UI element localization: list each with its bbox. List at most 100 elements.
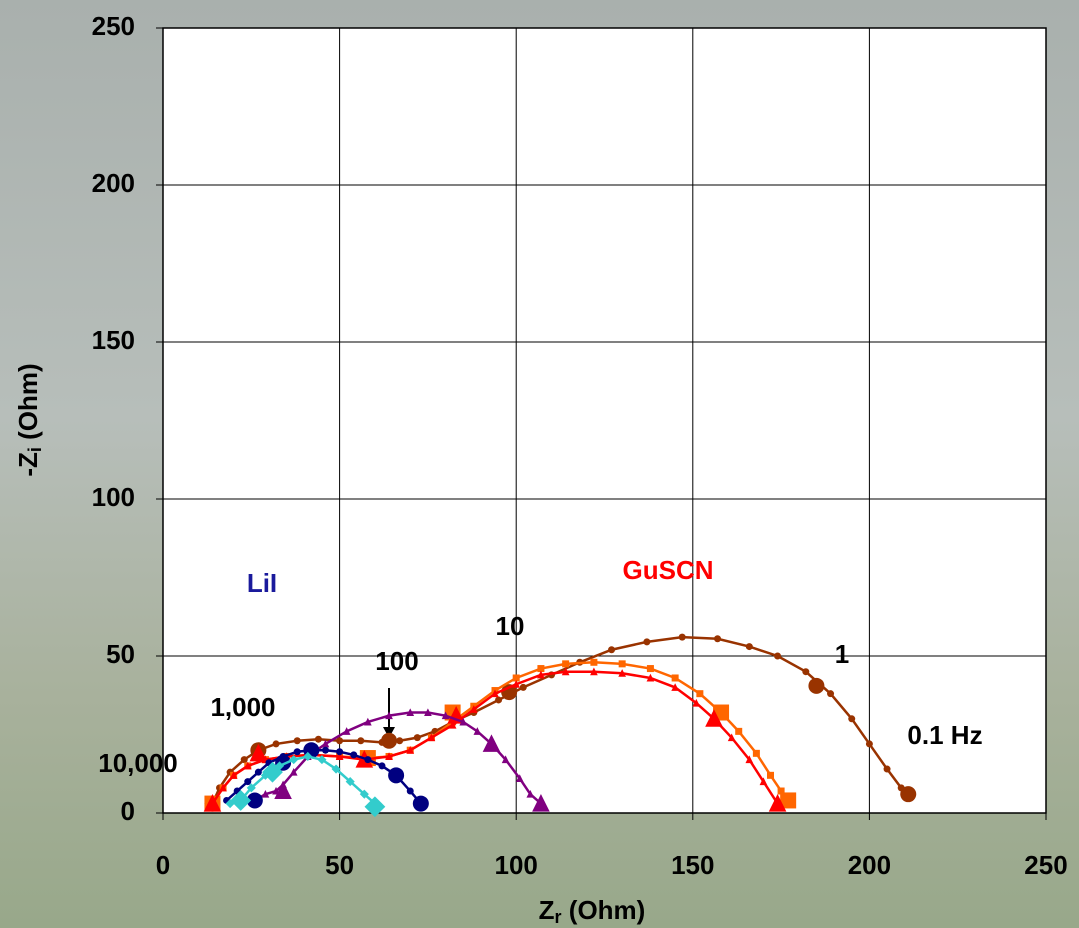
- point: [246, 792, 263, 809]
- point: [526, 789, 535, 798]
- point: [289, 755, 299, 765]
- annotation: 100: [375, 646, 418, 676]
- point: [537, 665, 545, 673]
- point: [274, 781, 292, 800]
- point: [385, 711, 393, 720]
- point: [230, 790, 252, 811]
- point: [314, 735, 322, 743]
- point: [378, 762, 386, 770]
- y-tick-label: 150: [92, 325, 135, 355]
- point: [448, 720, 457, 729]
- annotation: 1: [835, 639, 849, 669]
- point: [406, 746, 415, 754]
- point: [491, 689, 499, 698]
- point: [396, 737, 404, 745]
- point: [608, 646, 616, 654]
- point: [336, 737, 344, 745]
- point: [515, 774, 524, 782]
- annotation: 10,000: [98, 748, 178, 778]
- point: [482, 734, 501, 752]
- point: [321, 739, 330, 748]
- point: [714, 635, 722, 643]
- point: [768, 793, 787, 812]
- point: [618, 660, 626, 668]
- point: [246, 783, 256, 793]
- point: [777, 787, 785, 795]
- point: [385, 752, 393, 760]
- point: [512, 680, 521, 688]
- point: [759, 777, 768, 786]
- point: [261, 789, 270, 798]
- annotation: GuSCN: [623, 555, 714, 585]
- y-tick-label: 200: [92, 168, 135, 198]
- x-tick-label: 200: [848, 850, 891, 880]
- point: [752, 749, 760, 757]
- point: [745, 755, 754, 764]
- point: [696, 690, 704, 698]
- plot-area: [162, 27, 1047, 814]
- point: [802, 668, 810, 676]
- point: [229, 771, 238, 779]
- series-line: [211, 670, 779, 805]
- point: [441, 711, 450, 720]
- point: [364, 796, 386, 818]
- point: [519, 683, 527, 691]
- point: [342, 727, 351, 735]
- annotation: 10: [496, 611, 525, 641]
- point: [865, 740, 873, 748]
- point: [618, 669, 627, 677]
- point: [254, 768, 262, 776]
- point: [848, 715, 856, 723]
- point: [808, 677, 825, 694]
- point: [678, 633, 686, 641]
- point: [240, 756, 248, 764]
- point: [243, 761, 252, 770]
- point: [317, 755, 327, 765]
- point: [495, 696, 503, 704]
- point: [293, 748, 301, 756]
- annotation: 0.1 Hz: [907, 720, 982, 750]
- x-tick-label: 150: [671, 850, 714, 880]
- y-tick-label: 50: [106, 639, 135, 669]
- point: [388, 767, 405, 784]
- point: [671, 674, 679, 682]
- point: [537, 670, 545, 679]
- point: [406, 787, 414, 795]
- y-tick-label: 100: [92, 482, 135, 512]
- annotation-arrow-head: [383, 727, 395, 738]
- point: [447, 706, 465, 724]
- point: [745, 643, 753, 651]
- point: [335, 752, 344, 760]
- point: [512, 674, 520, 682]
- point: [900, 786, 917, 803]
- point: [692, 698, 701, 707]
- point: [350, 751, 358, 759]
- point: [767, 771, 775, 779]
- point: [473, 727, 482, 735]
- point: [357, 737, 365, 745]
- point: [345, 777, 355, 787]
- series-line: [254, 711, 542, 805]
- point: [219, 783, 227, 792]
- point: [501, 755, 510, 764]
- point: [562, 660, 570, 668]
- x-tick-label: 50: [325, 850, 354, 880]
- point: [336, 748, 344, 756]
- point: [364, 756, 372, 764]
- point: [774, 652, 782, 660]
- point: [780, 792, 797, 809]
- x-axis-label: Zr (Ohm): [539, 895, 646, 927]
- point: [244, 778, 252, 786]
- point: [424, 708, 432, 717]
- annotation: LiI: [247, 568, 277, 598]
- point: [359, 789, 369, 799]
- point: [321, 746, 329, 754]
- point: [469, 705, 478, 713]
- x-tick-label: 100: [495, 850, 538, 880]
- point: [293, 737, 301, 745]
- point: [735, 727, 743, 735]
- point: [727, 733, 736, 742]
- point: [364, 717, 372, 726]
- y-tick-label: 250: [92, 11, 135, 41]
